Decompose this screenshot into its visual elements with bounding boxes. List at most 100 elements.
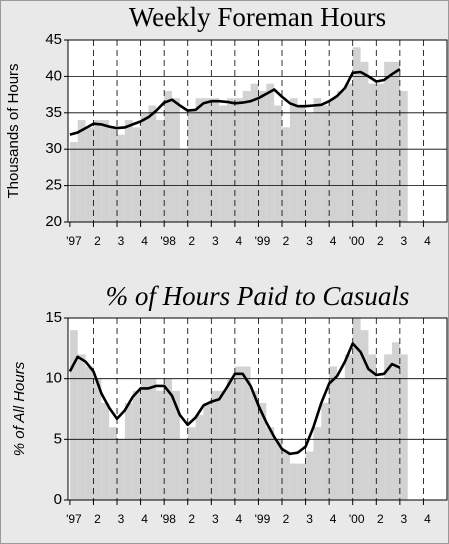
bar bbox=[132, 390, 141, 500]
x-tick-label: '00 bbox=[349, 234, 365, 248]
bar bbox=[156, 120, 165, 222]
bar bbox=[368, 354, 377, 500]
plot-frame bbox=[67, 39, 448, 223]
bar bbox=[132, 127, 141, 222]
bar bbox=[219, 105, 228, 222]
x-tick-label: 4 bbox=[236, 234, 243, 248]
y-axis-label: % of All Hours bbox=[11, 361, 28, 456]
bar bbox=[117, 439, 125, 500]
bar bbox=[274, 439, 283, 500]
bar bbox=[313, 427, 322, 500]
bar bbox=[392, 342, 400, 500]
chart-title: Weekly Foreman Hours bbox=[129, 2, 386, 32]
x-tick-label: '99 bbox=[255, 234, 271, 248]
bar bbox=[85, 366, 94, 500]
bar bbox=[282, 451, 290, 500]
y-tick-label: 5 bbox=[54, 430, 62, 447]
bar bbox=[266, 427, 275, 500]
y-tick-label: 25 bbox=[45, 177, 62, 194]
x-tick-label: 4 bbox=[141, 234, 148, 248]
x-tick-label: 3 bbox=[212, 234, 219, 248]
bar bbox=[274, 105, 283, 222]
x-tick-label: 3 bbox=[306, 234, 313, 248]
x-tick-label: 2 bbox=[283, 512, 290, 526]
bar bbox=[368, 83, 377, 223]
bar bbox=[124, 120, 133, 222]
bar bbox=[266, 83, 275, 223]
bar bbox=[258, 402, 267, 500]
bar bbox=[124, 402, 133, 500]
x-tick-label: 2 bbox=[188, 234, 195, 248]
bar bbox=[344, 83, 353, 223]
y-tick-label: 45 bbox=[45, 31, 62, 48]
bar bbox=[392, 61, 400, 223]
x-tick-label: 2 bbox=[188, 512, 195, 526]
y-tick-label: 0 bbox=[54, 491, 62, 508]
line bbox=[68, 342, 401, 456]
bar bbox=[329, 366, 338, 500]
bar bbox=[234, 98, 243, 222]
y-tick-label: 30 bbox=[45, 140, 62, 157]
bar bbox=[77, 120, 86, 222]
y-tick-label: 35 bbox=[45, 104, 62, 121]
x-tick-label: 3 bbox=[401, 512, 408, 526]
bar bbox=[321, 105, 330, 222]
bar bbox=[109, 127, 118, 222]
x-tick-label: 2 bbox=[377, 512, 384, 526]
bar bbox=[258, 90, 267, 223]
bar bbox=[321, 402, 330, 500]
y-tick-label: 10 bbox=[45, 370, 62, 387]
bar bbox=[376, 83, 385, 223]
bar bbox=[85, 127, 94, 222]
bar bbox=[313, 98, 322, 222]
bar bbox=[164, 90, 173, 223]
bar bbox=[69, 330, 78, 500]
bar bbox=[179, 439, 188, 500]
chart-title: % of Hours Paid to Casuals bbox=[106, 281, 410, 311]
bar bbox=[101, 120, 110, 222]
bar bbox=[211, 390, 220, 500]
bar bbox=[352, 318, 361, 500]
x-tick-label: 3 bbox=[401, 234, 408, 248]
bar bbox=[360, 61, 369, 223]
bar bbox=[297, 463, 306, 500]
bar bbox=[289, 463, 298, 500]
bar bbox=[337, 90, 345, 223]
x-tick-label: 3 bbox=[118, 512, 125, 526]
bar bbox=[227, 98, 235, 222]
x-tick-label: 2 bbox=[283, 234, 290, 248]
x-tick-label: 2 bbox=[94, 512, 101, 526]
x-tick-label: 3 bbox=[212, 512, 219, 526]
bar bbox=[172, 98, 180, 222]
bar bbox=[195, 98, 204, 222]
bar bbox=[203, 98, 212, 222]
bar bbox=[297, 105, 306, 222]
bar bbox=[203, 402, 212, 500]
x-tick-label: 4 bbox=[424, 512, 431, 526]
y-tick-label: 15 bbox=[45, 309, 62, 326]
x-tick-label: '99 bbox=[255, 512, 271, 526]
y-tick-label: 40 bbox=[45, 67, 62, 84]
bar bbox=[344, 354, 353, 500]
bar bbox=[242, 366, 251, 500]
plot-frame bbox=[67, 317, 448, 501]
x-tick-label: '98 bbox=[160, 234, 176, 248]
x-tick-label: '97 bbox=[66, 512, 82, 526]
bar bbox=[234, 366, 243, 500]
bar bbox=[250, 390, 259, 500]
bar bbox=[384, 61, 392, 223]
x-tick-label: 4 bbox=[424, 234, 431, 248]
x-tick-label: 4 bbox=[330, 512, 337, 526]
bar bbox=[352, 47, 361, 222]
bar bbox=[282, 127, 290, 222]
bar bbox=[305, 451, 314, 500]
bar bbox=[187, 112, 196, 222]
bar bbox=[140, 112, 149, 222]
bar bbox=[77, 354, 86, 500]
bar bbox=[93, 120, 102, 222]
x-tick-label: 3 bbox=[306, 512, 313, 526]
bar bbox=[305, 112, 314, 222]
bar bbox=[195, 415, 204, 500]
line bbox=[69, 68, 401, 136]
x-tick-label: 4 bbox=[141, 512, 148, 526]
